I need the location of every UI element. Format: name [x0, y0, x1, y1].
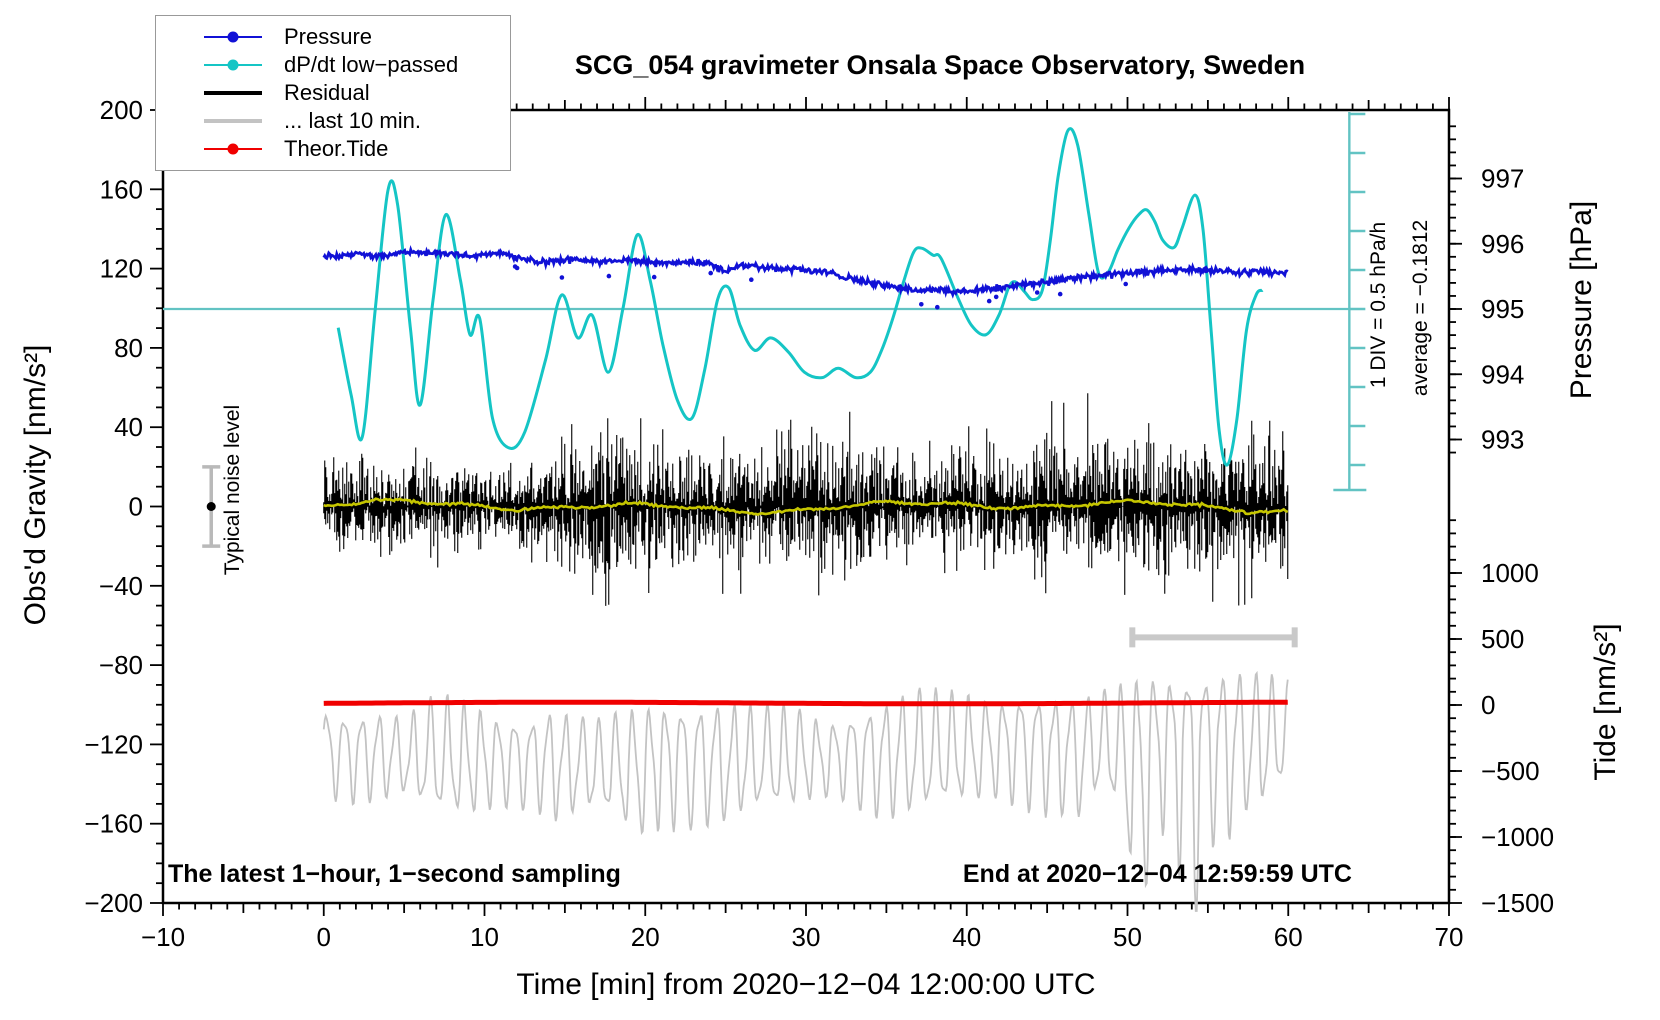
pressure-axis-label: Pressure [hPa]: [1565, 200, 1598, 400]
sampling-note: The latest 1−hour, 1−second sampling: [168, 860, 621, 888]
svg-text:996: 996: [1481, 229, 1524, 259]
dpdt-scale-bar: [1333, 112, 1367, 492]
last10min-bracket: [1129, 627, 1298, 648]
svg-text:80: 80: [114, 333, 143, 363]
dpdt-line-sample: [204, 59, 262, 71]
theor-tide-series: [323, 699, 1288, 707]
svg-text:−80: −80: [99, 650, 143, 680]
svg-text:−120: −120: [84, 729, 143, 759]
svg-text:60: 60: [1274, 922, 1303, 952]
svg-text:995: 995: [1481, 294, 1524, 324]
dpdt-series: [336, 127, 1264, 467]
svg-text:160: 160: [100, 174, 143, 204]
last10-line-sample: [204, 118, 262, 124]
svg-text:50: 50: [1113, 922, 1142, 952]
svg-text:−500: −500: [1481, 756, 1540, 786]
pressure-line-sample: [204, 31, 262, 43]
svg-text:20: 20: [631, 922, 660, 952]
svg-text:−160: −160: [84, 809, 143, 839]
residual-series: [323, 393, 1289, 606]
end-time-note: End at 2020−12−04 12:59:59 UTC: [962, 860, 1352, 888]
svg-text:30: 30: [792, 922, 821, 952]
svg-text:−10: −10: [141, 922, 185, 952]
svg-text:993: 993: [1481, 425, 1524, 455]
noise-level-label: Typical noise level: [221, 404, 244, 576]
svg-text:997: 997: [1481, 164, 1524, 194]
legend-item-tide: Theor.Tide: [204, 136, 510, 162]
tide-dot-icon: [227, 143, 239, 155]
legend-item-last10: ... last 10 min.: [204, 108, 510, 134]
pressure-dot-icon: [227, 31, 239, 43]
svg-text:0: 0: [1481, 690, 1495, 720]
legend-label: dP/dt low−passed: [284, 52, 459, 77]
svg-text:−1000: −1000: [1481, 822, 1554, 852]
svg-text:200: 200: [100, 95, 143, 125]
typical-noise-dot: [206, 502, 216, 511]
legend-label: Theor.Tide: [284, 136, 389, 161]
svg-text:10: 10: [470, 922, 499, 952]
legend-box: Pressure dP/dt low−passed Residual ... l…: [155, 15, 511, 171]
chart-title: SCG_054 gravimeter Onsala Space Observat…: [574, 50, 1306, 80]
legend-label: Residual: [284, 80, 370, 105]
dpdt-dot-icon: [227, 59, 239, 71]
svg-text:500: 500: [1481, 624, 1524, 654]
svg-text:120: 120: [100, 254, 143, 284]
residual-line-sample: [204, 91, 262, 95]
pressure-outlier-dots: [512, 264, 1128, 310]
svg-text:40: 40: [952, 922, 981, 952]
axis-tick-labels: −10 0 10 20 30 40 50 60 70 200 160 120 80 40 0 −40 −80 −1…: [84, 95, 1554, 952]
pressure-series: [322, 244, 1289, 299]
svg-text:40: 40: [114, 412, 143, 442]
svg-text:70: 70: [1435, 922, 1464, 952]
svg-text:−1500: −1500: [1481, 888, 1554, 918]
gravity-axis-label: Obs'd Gravity [nm/s²]: [19, 344, 52, 626]
svg-text:0: 0: [317, 922, 331, 952]
last10min-series: [322, 670, 1289, 912]
svg-text:1000: 1000: [1481, 558, 1539, 588]
legend-label: Pressure: [284, 24, 373, 49]
legend-item-dpdt: dP/dt low−passed: [204, 52, 510, 78]
svg-text:994: 994: [1481, 359, 1524, 389]
svg-text:−200: −200: [84, 888, 143, 918]
legend-item-residual: Residual: [204, 80, 510, 106]
x-axis-label: Time [min] from 2020−12−04 12:00:00 UTC: [516, 968, 1096, 1001]
svg-text:−40: −40: [99, 571, 143, 601]
svg-text:0: 0: [129, 492, 143, 522]
legend-item-pressure: Pressure: [204, 24, 510, 50]
dpdt-scale-label: 1 DIV = 0.5 hPa/h: [1367, 221, 1390, 389]
legend-label: ... last 10 min.: [284, 108, 421, 133]
residual-lowpass-series: [323, 497, 1289, 517]
tide-axis-label: Tide [nm/s²]: [1589, 623, 1622, 781]
tide-line-sample: [204, 143, 262, 155]
dpdt-average-label: average = −0.1812: [1409, 219, 1432, 397]
